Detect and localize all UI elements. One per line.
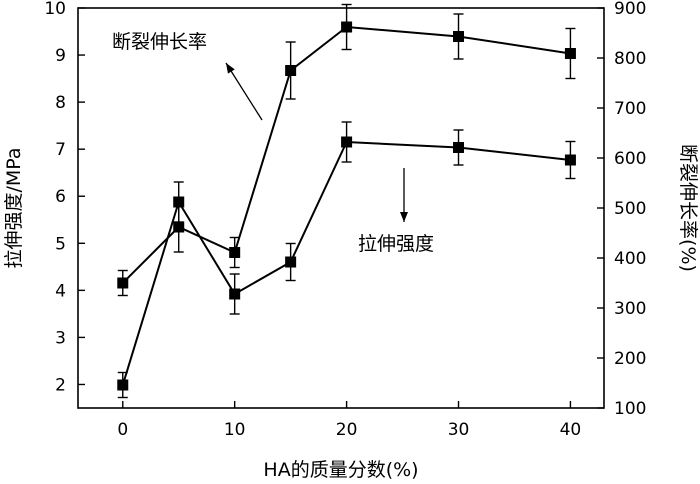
x-tick-label: 30 xyxy=(448,420,470,440)
y-left-tick-label: 5 xyxy=(55,234,66,254)
y-left-tick-label: 4 xyxy=(55,281,66,301)
annotation-tensile-label: 拉伸强度 xyxy=(358,233,434,255)
data-point xyxy=(453,142,465,153)
data-point xyxy=(229,288,241,300)
data-point xyxy=(173,221,185,233)
series-0 xyxy=(117,3,576,297)
y-left-tick-label: 10 xyxy=(44,0,66,19)
data-point xyxy=(341,136,353,148)
data-point xyxy=(229,247,241,258)
data-point xyxy=(117,379,129,391)
y-right-tick-label: 900 xyxy=(614,0,646,19)
x-tick-label: 0 xyxy=(117,420,128,440)
y-left-tick-label: 9 xyxy=(55,46,66,66)
y-axis-left-label: 拉伸强度/MPa xyxy=(3,147,25,268)
axis-ticks xyxy=(78,7,604,409)
y-axis-right-label: 断裂伸长率(%) xyxy=(677,144,699,272)
series-line xyxy=(121,140,571,386)
y-right-tick-label: 800 xyxy=(614,49,646,69)
y-left-tick-label: 3 xyxy=(55,328,66,348)
data-point xyxy=(117,277,129,289)
arrow-to-elongation-label xyxy=(225,62,263,121)
x-tick-label: 40 xyxy=(560,420,582,440)
y-right-tick-label: 200 xyxy=(614,349,646,369)
data-point xyxy=(285,256,297,268)
data-point xyxy=(453,31,465,42)
annotation-elongation-label: 断裂伸长率 xyxy=(112,31,207,53)
x-tick-label: 10 xyxy=(224,420,246,440)
data-point xyxy=(285,65,297,76)
data-point xyxy=(564,154,576,166)
data-point xyxy=(341,21,353,33)
y-right-tick-label: 600 xyxy=(614,149,646,169)
annotations xyxy=(225,62,408,222)
plot-frame xyxy=(77,7,605,409)
y-right-tick-label: 400 xyxy=(614,249,646,269)
y-left-tick-label: 8 xyxy=(55,93,66,113)
y-left-tick-label: 6 xyxy=(55,187,66,207)
y-right-tick-label: 100 xyxy=(614,399,646,419)
y-right-tick-label: 300 xyxy=(614,299,646,319)
x-axis-label: HA的质量分数(%) xyxy=(263,459,418,481)
series-1 xyxy=(117,121,576,399)
tick-labels: 0 10 20 30 40 2 3 4 5 6 7 8 9 10 100 200 300 400 500 600 700… xyxy=(44,0,646,440)
data-point xyxy=(564,48,576,59)
x-tick-label: 20 xyxy=(336,420,358,440)
arrow-from-tensile-label xyxy=(400,168,408,222)
data-point xyxy=(173,196,185,208)
y-left-tick-label: 7 xyxy=(55,140,66,160)
y-right-tick-label: 500 xyxy=(614,199,646,219)
y-left-tick-label: 2 xyxy=(55,375,66,395)
y-right-tick-label: 700 xyxy=(614,99,646,119)
plot-area-border xyxy=(77,7,605,409)
series xyxy=(117,3,576,399)
